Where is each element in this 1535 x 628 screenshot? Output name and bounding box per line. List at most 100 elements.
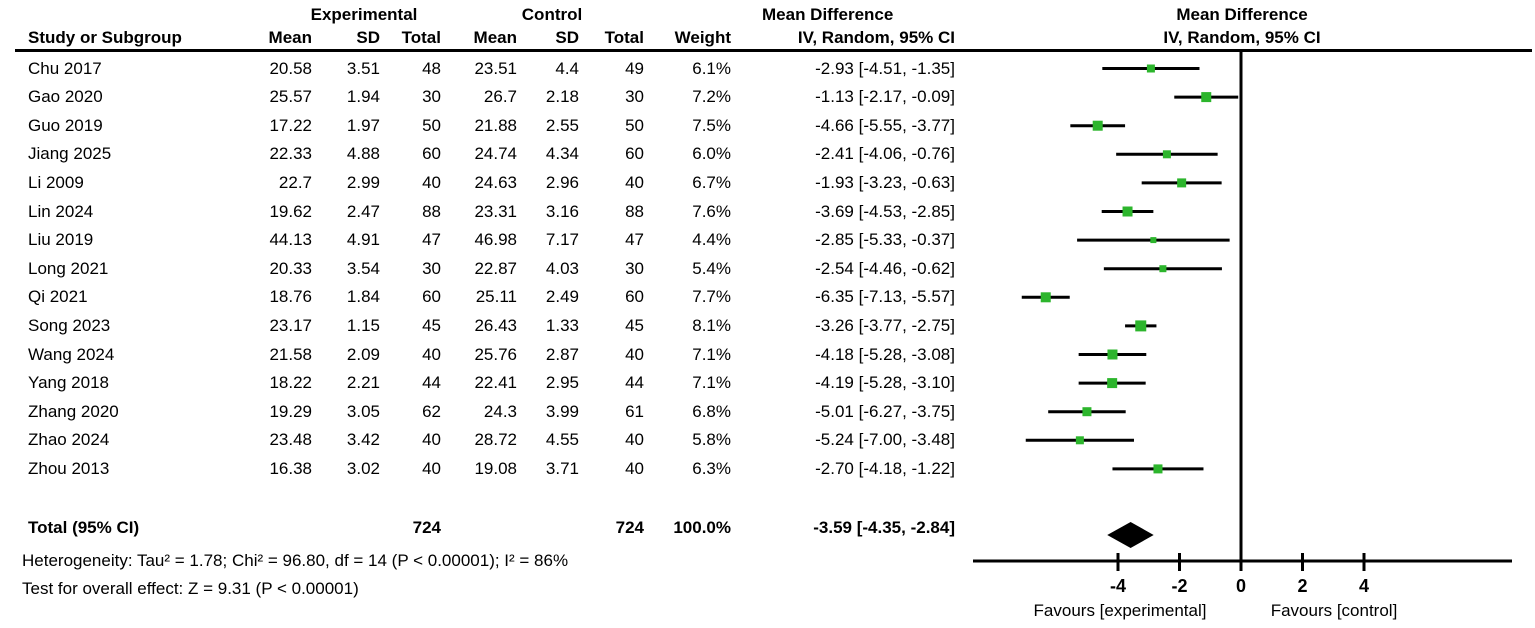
cell-exp-mean: 23.48 [269,430,312,450]
table-row: Song 2023 23.17 1.15 45 26.43 1.33 45 8.1% -3.26… [0,312,1000,340]
header-col-ctl-total: Total [604,28,644,47]
cell-exp-total: 40 [422,458,441,478]
cell-exp-sd: 1.94 [346,87,380,107]
cell-ctl-sd: 2.96 [545,172,579,192]
cell-ctl-sd: 3.99 [545,401,579,421]
cell-study: Wang 2024 [28,344,115,364]
table-row: Qi 2021 18.76 1.84 60 25.11 2.49 60 7.7% -6.35 [… [0,283,1000,311]
cell-exp-sd: 1.15 [346,315,380,335]
cell-exp-sd: 2.99 [346,172,380,192]
cell-ctl-mean: 24.63 [474,172,517,192]
cell-exp-sd: 3.02 [346,458,380,478]
cell-ctl-mean: 26.43 [474,315,517,335]
heterogeneity-text: Heterogeneity: Tau² = 1.78; Chi² = 96.80… [22,551,569,570]
cell-weight: 7.6% [692,201,731,221]
cell-exp-total: 40 [422,172,441,192]
cell-exp-total: 60 [422,144,441,164]
table-row: Zhang 2020 19.29 3.05 62 24.3 3.99 61 6.8% -5.01… [0,398,1000,426]
effect-marker [1177,178,1187,188]
cell-ci-text: -2.85 [-5.33, -0.37] [815,230,955,250]
cell-ctl-total: 50 [625,115,644,135]
cell-exp-total: 47 [422,230,441,250]
cell-ctl-mean: 19.08 [474,458,517,478]
effect-marker [1040,292,1051,303]
cell-weight: 6.1% [692,58,731,78]
header-col-weight: Weight [674,28,731,47]
favours-control-label: Favours [control] [1270,601,1398,620]
table-row: Jiang 2025 22.33 4.88 60 24.74 4.34 60 6.0% -2.4… [0,140,1000,168]
cell-weight: 6.0% [692,144,731,164]
header-rule [15,49,1532,52]
cell-ctl-total: 40 [625,458,644,478]
cell-exp-sd: 3.51 [346,58,380,78]
cell-ctl-mean: 25.76 [474,344,517,364]
cell-study: Guo 2019 [28,115,103,135]
effect-marker [1146,64,1155,73]
cell-exp-mean: 22.33 [269,144,312,164]
cell-weight: 7.7% [692,287,731,307]
cell-exp-total: 40 [422,344,441,364]
cell-ctl-mean: 23.51 [474,58,517,78]
cell-exp-sd: 1.97 [346,115,380,135]
cell-ctl-sd: 4.55 [545,430,579,450]
cell-study: Chu 2017 [28,58,102,78]
cell-exp-total: 48 [422,58,441,78]
table-row: Yang 2018 18.22 2.21 44 22.41 2.95 44 7.1% -4.19… [0,369,1000,397]
axis-tick-label: -4 [1110,576,1126,596]
effect-marker [1135,320,1147,332]
cell-ctl-total: 45 [625,315,644,335]
cell-ctl-mean: 22.87 [474,258,517,278]
total-weight: 100.0% [673,518,731,537]
effect-marker [1150,237,1157,244]
cell-ctl-mean: 23.31 [474,201,517,221]
effect-marker [1092,120,1103,131]
cell-ctl-total: 47 [625,230,644,250]
header-md-subtitle-left: IV, Random, 95% CI [797,28,955,47]
cell-ci-text: -2.93 [-4.51, -1.35] [815,58,955,78]
cell-exp-mean: 17.22 [269,115,312,135]
cell-ctl-mean: 24.3 [483,401,517,421]
cell-ctl-sd: 4.4 [555,58,579,78]
header-md-subtitle-right: IV, Random, 95% CI [1163,28,1321,47]
cell-ci-text: -4.19 [-5.28, -3.10] [815,373,955,393]
cell-weight: 7.1% [692,344,731,364]
cell-ctl-mean: 25.11 [475,287,517,307]
total-diamond [1107,522,1154,548]
cell-study: Zhao 2024 [28,430,110,450]
cell-ctl-sd: 3.16 [545,201,579,221]
cell-weight: 4.4% [692,230,731,250]
overall-effect-text: Test for overall effect: Z = 9.31 (P < 0… [22,579,359,598]
cell-weight: 5.8% [692,430,731,450]
cell-weight: 6.8% [692,401,731,421]
cell-exp-total: 88 [422,201,441,221]
total-exp-total: 724 [412,518,441,537]
cell-study: Qi 2021 [28,287,88,307]
cell-ctl-total: 40 [625,172,644,192]
cell-exp-sd: 2.47 [346,201,380,221]
cell-exp-mean: 44.13 [269,230,312,250]
effect-marker [1159,265,1167,273]
effect-marker [1153,464,1163,474]
header-col-ctl-sd: SD [555,28,579,47]
cell-exp-mean: 20.58 [269,58,312,78]
cell-exp-total: 44 [422,373,441,393]
cell-study: Gao 2020 [28,87,103,107]
cell-exp-sd: 3.05 [346,401,380,421]
effect-marker [1075,436,1084,445]
cell-ctl-total: 30 [625,258,644,278]
cell-ctl-total: 44 [625,373,644,393]
cell-study: Song 2023 [28,315,111,335]
table-row: Liu 2019 44.13 4.91 47 46.98 7.17 47 4.4% -2.85 … [0,226,1000,254]
cell-exp-mean: 16.38 [269,458,312,478]
table-row: Li 2009 22.7 2.99 40 24.63 2.96 40 6.7% -1.93 [-… [0,169,1000,197]
cell-exp-sd: 3.54 [346,258,380,278]
cell-study: Li 2009 [28,172,84,192]
cell-ci-text: -5.01 [-6.27, -3.75] [815,401,955,421]
cell-weight: 5.4% [692,258,731,278]
cell-ci-text: -1.13 [-2.17, -0.09] [815,87,955,107]
cell-exp-sd: 2.21 [346,373,380,393]
cell-exp-mean: 19.62 [269,201,312,221]
cell-ctl-sd: 4.03 [545,258,579,278]
cell-ctl-total: 60 [625,144,644,164]
